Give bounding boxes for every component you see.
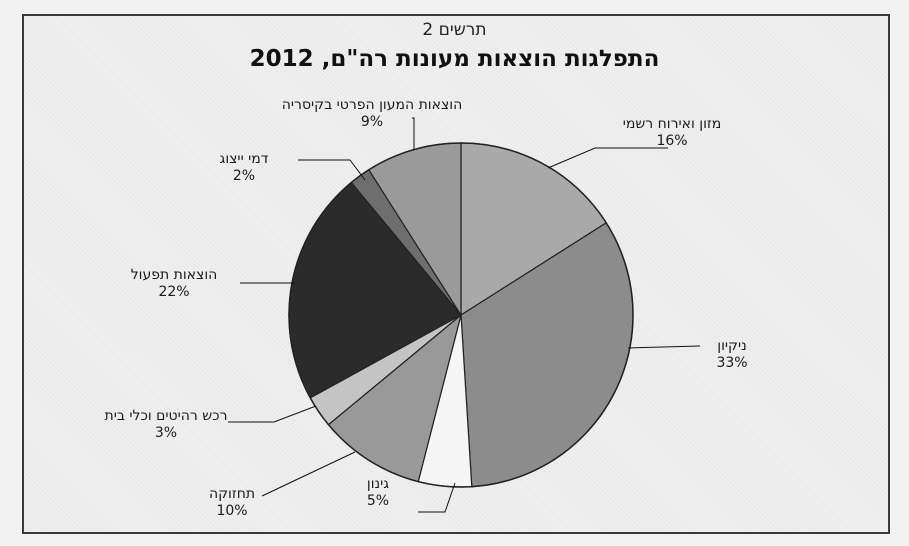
slice-label-1: מזון ואירוח רשמי bbox=[623, 116, 722, 132]
slice-value-7: 2% bbox=[233, 168, 255, 184]
leader-line-5 bbox=[228, 405, 317, 423]
pie-outline bbox=[288, 142, 634, 488]
slice-label-3: גינון bbox=[367, 476, 389, 492]
slice-value-2: 33% bbox=[716, 355, 747, 371]
slice-label-2: ניקיון bbox=[717, 338, 746, 354]
leader-line-8 bbox=[412, 117, 415, 150]
slice-label-6: הוצאות תפעול bbox=[131, 267, 218, 283]
slice-label-5: רכש רהיטים וכלי בית bbox=[105, 408, 228, 424]
leader-line-1 bbox=[547, 147, 668, 169]
slice-value-1: 16% bbox=[656, 133, 687, 149]
leader-line-7 bbox=[298, 159, 366, 181]
slice-label-4: תחזוקה bbox=[209, 486, 255, 502]
slice-value-4: 10% bbox=[216, 503, 247, 519]
slice-label-7: דמי ייצוג bbox=[220, 151, 269, 167]
leader-line-2 bbox=[627, 345, 701, 349]
leader-line-3 bbox=[418, 482, 456, 513]
slice-value-5: 3% bbox=[155, 425, 177, 441]
slice-label-8: הוצאות המעון הפרטי בקיסריה bbox=[282, 97, 462, 113]
slice-value-6: 22% bbox=[158, 284, 189, 300]
figure-label: תרשים 2 bbox=[422, 20, 487, 40]
chart-title: התפלגות הוצאות מעונות רה"ם, 2012 bbox=[249, 46, 660, 72]
leader-line-4 bbox=[261, 451, 356, 497]
slice-value-8: 9% bbox=[361, 114, 383, 130]
slice-value-3: 5% bbox=[367, 493, 389, 509]
